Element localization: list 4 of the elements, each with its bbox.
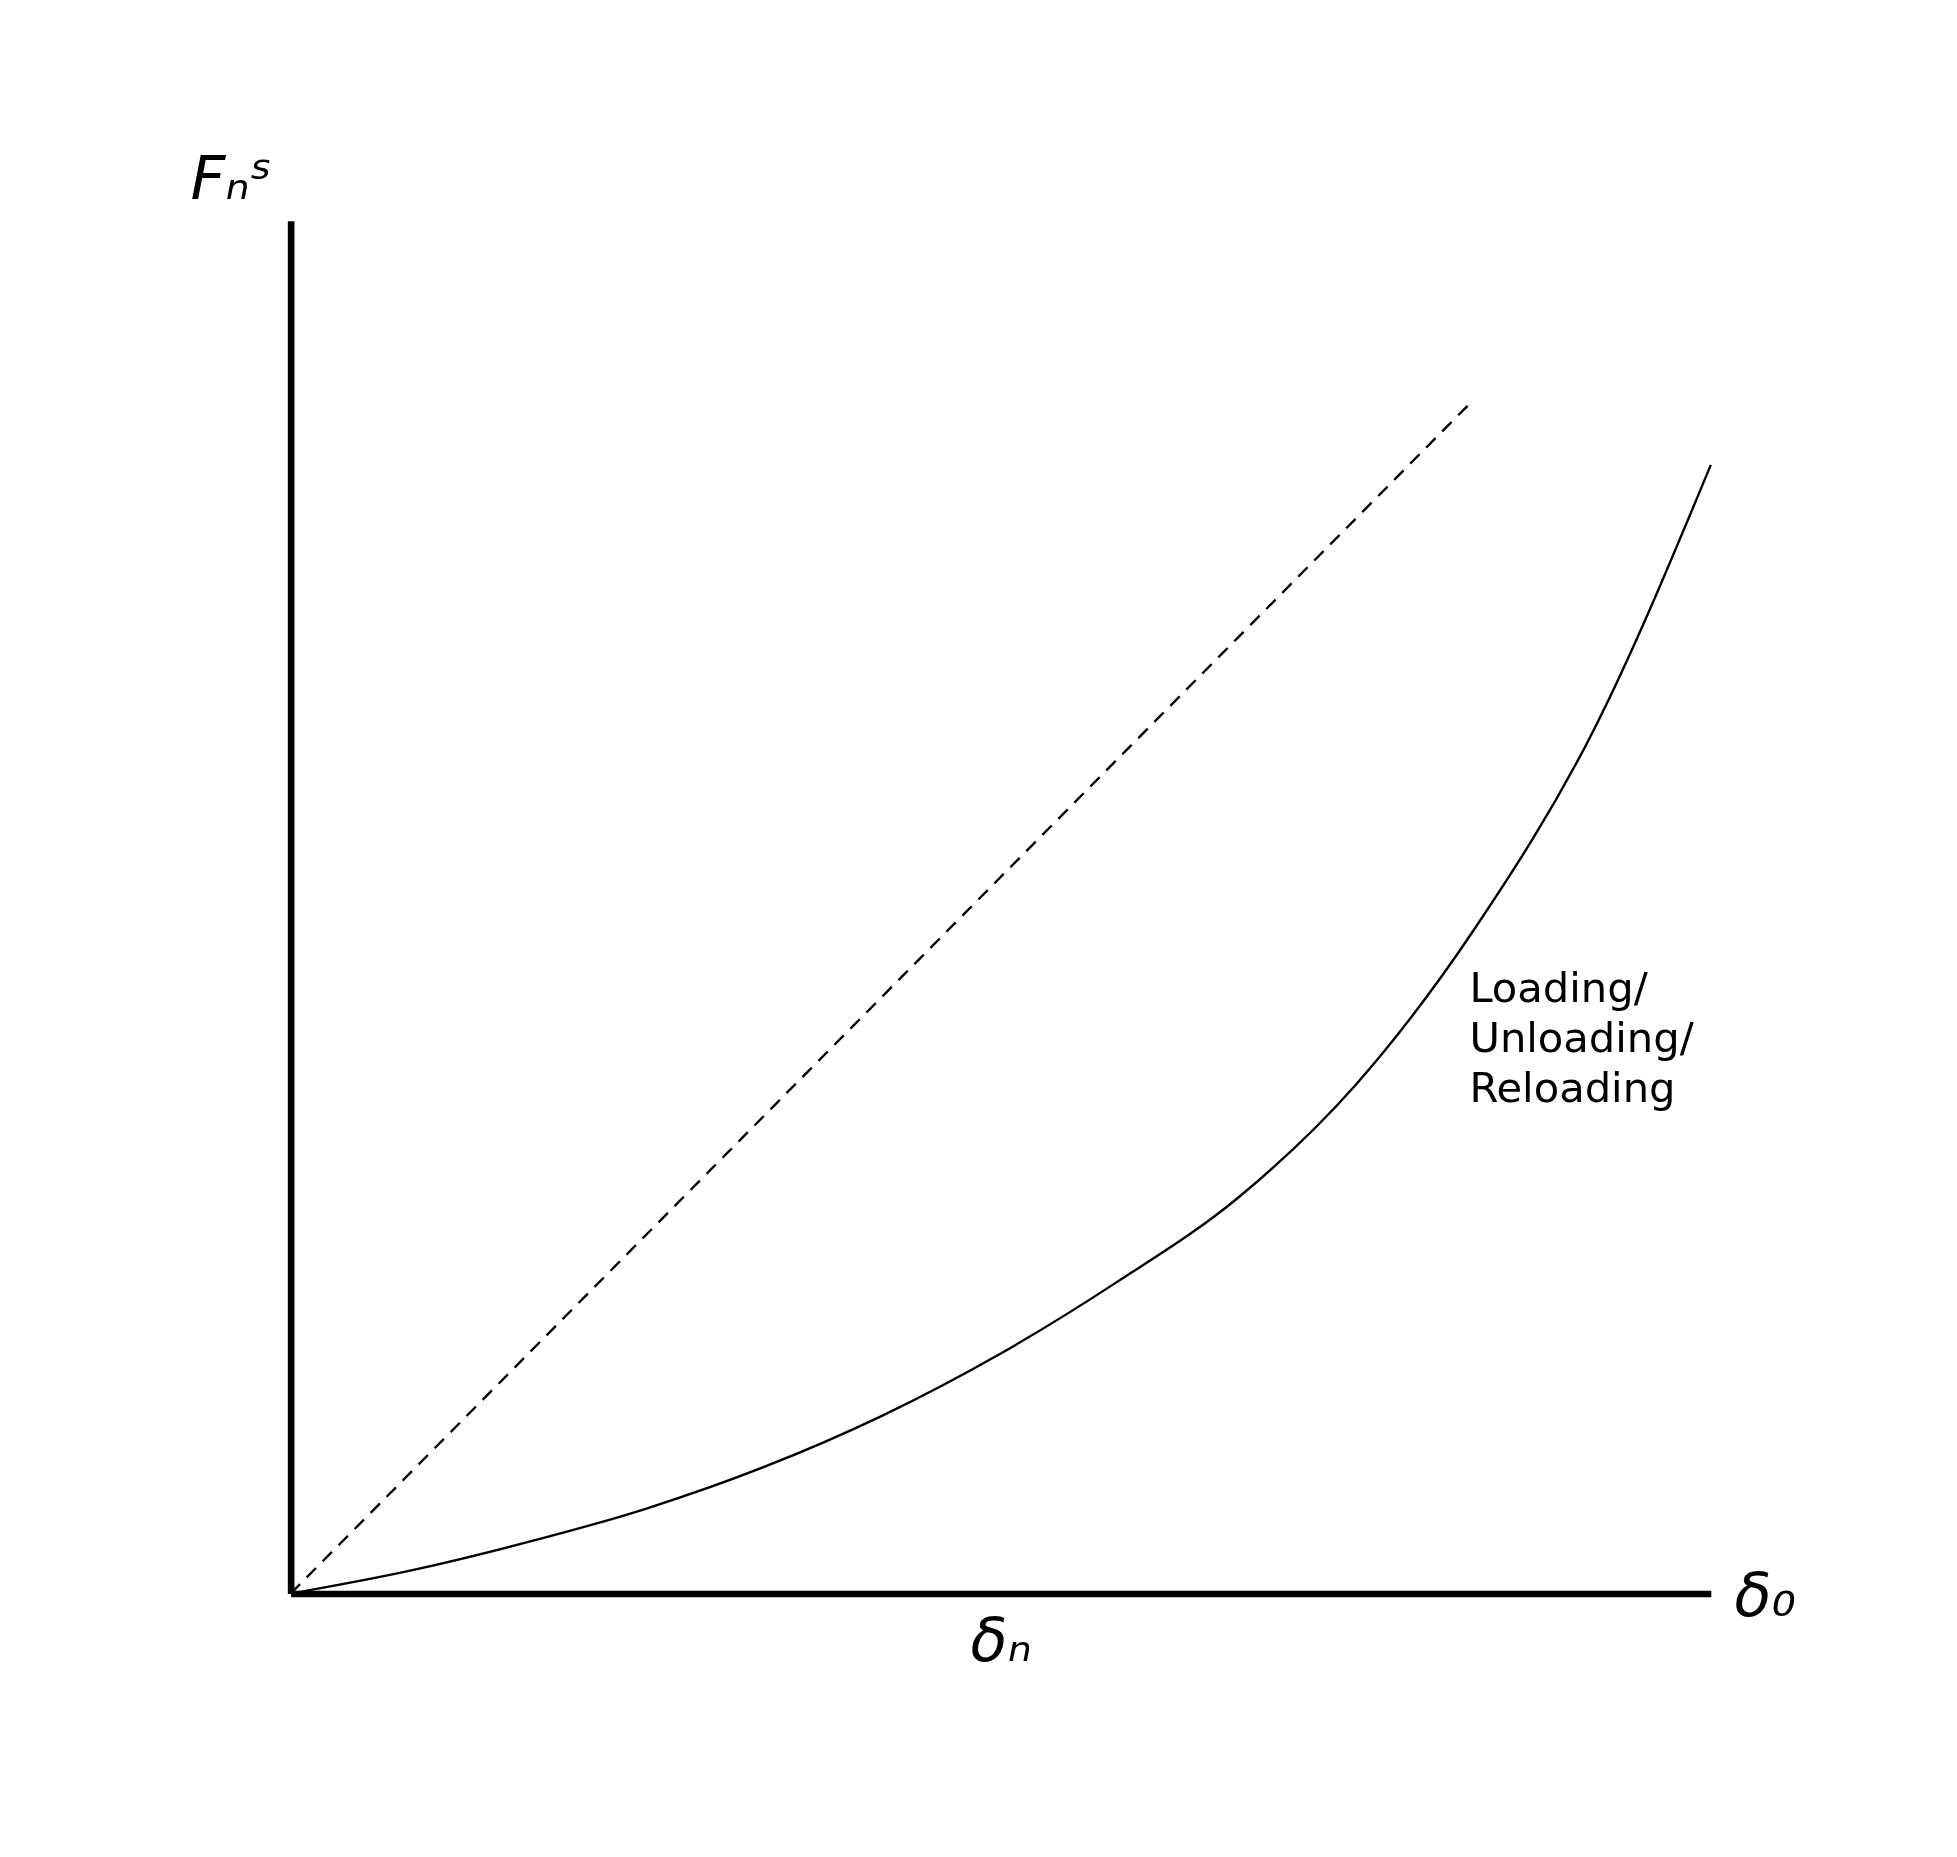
- annotation: Loading/ Unloading/ Reloading: [1469, 962, 1695, 1112]
- text: δ₀: [1734, 1560, 1796, 1631]
- x-axis-title: δₙ: [970, 1605, 1032, 1676]
- y-axis-title: Fₙˢ: [190, 143, 273, 214]
